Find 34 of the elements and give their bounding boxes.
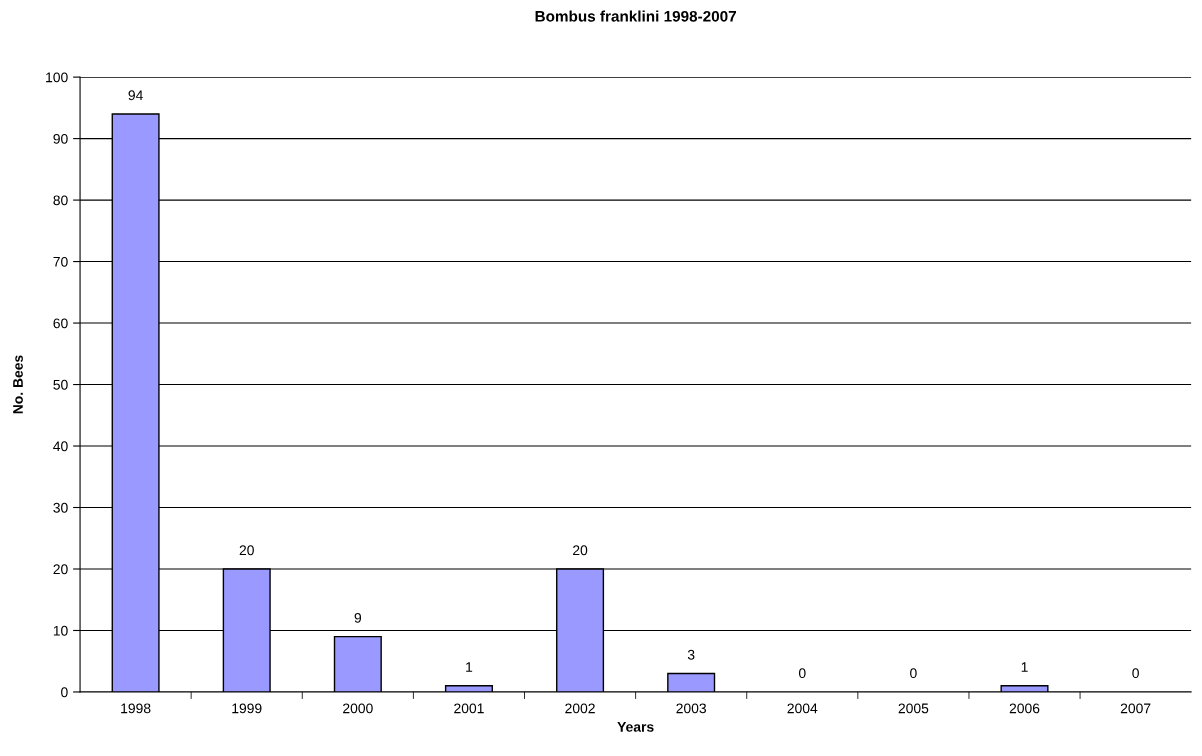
x-tick-label: 2005: [898, 703, 929, 714]
y-tick-label: 90: [53, 133, 68, 144]
data-label: 0: [1132, 668, 1139, 679]
data-label: 0: [910, 668, 917, 679]
y-tick-label: 100: [46, 72, 68, 83]
y-tick-label: 60: [53, 318, 68, 329]
data-label: 1: [1021, 662, 1028, 672]
y-tick-label: 50: [53, 379, 68, 390]
data-label: 20: [573, 545, 588, 556]
x-tick-label: 1998: [121, 703, 151, 714]
x-tick-label: 2000: [343, 703, 373, 714]
data-label: 3: [687, 649, 695, 660]
data-label: 1: [466, 662, 473, 672]
y-tick-label: 10: [53, 625, 68, 636]
x-tick-label: 2001: [454, 703, 484, 714]
data-label: 20: [239, 545, 254, 556]
y-tick-label: 80: [53, 195, 68, 206]
x-tick-label: 2006: [1009, 703, 1040, 714]
x-tick-label: 2007: [1120, 703, 1151, 714]
chart-title: Bombus franklini 1998-2007: [535, 10, 736, 22]
x-tick-label: 2003: [676, 703, 707, 714]
y-tick-label: 0: [61, 687, 68, 698]
y-tick-label: 20: [53, 564, 68, 575]
y-tick-label: 70: [53, 256, 68, 267]
y-tick-label: 40: [53, 441, 68, 452]
y-axis-title: No. Bees: [13, 355, 23, 414]
y-tick-label: 30: [53, 502, 68, 513]
data-label: 0: [798, 668, 806, 679]
x-axis-title: Years: [617, 722, 654, 732]
data-label: 9: [354, 612, 362, 623]
x-tick-label: 2002: [565, 703, 595, 714]
x-tick-label: 2004: [787, 703, 818, 714]
x-tick-label: 1999: [232, 703, 262, 714]
data-label: 94: [128, 90, 143, 101]
